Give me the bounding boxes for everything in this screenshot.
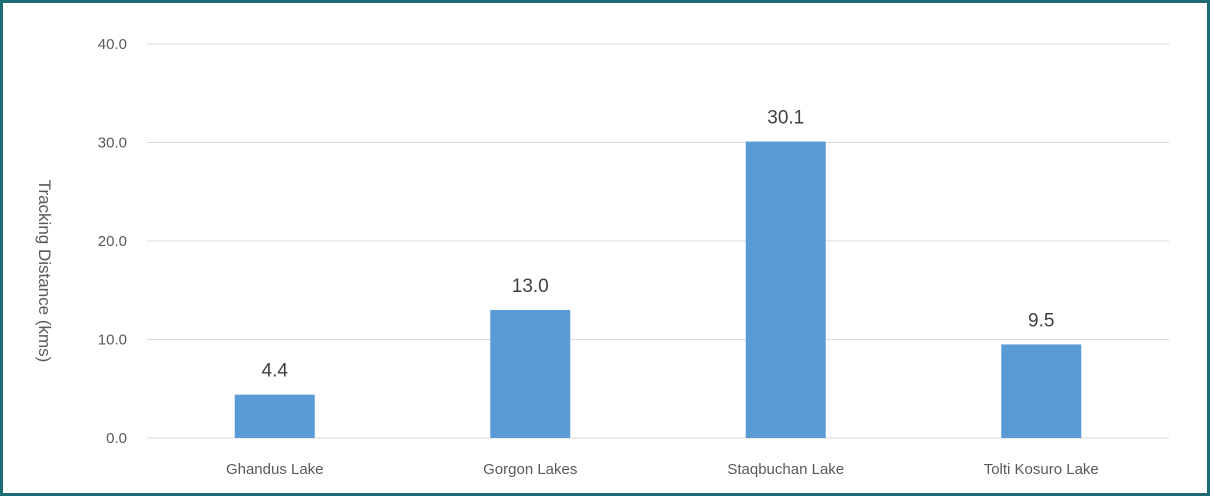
x-tick-label: Ghandus Lake [226, 461, 324, 478]
data-labels: 4.4 13.0 30.1 9.5 [262, 108, 1055, 382]
data-label: 4.4 [262, 361, 289, 382]
x-tick-label: Gorgon Lakes [483, 461, 577, 478]
data-label: 9.5 [1028, 310, 1054, 331]
y-tick-label: 30.0 [98, 135, 127, 152]
y-axis-ticks: 0.0 10.0 20.0 30.0 40.0 [98, 36, 127, 447]
bar [1001, 344, 1082, 438]
y-tick-label: 0.0 [106, 430, 127, 447]
x-tick-label: Staqbuchan Lake [727, 461, 844, 478]
x-tick-label: Tolti Kosuro Lake [984, 461, 1099, 478]
gridlines [147, 43, 1169, 439]
bar [490, 309, 571, 438]
y-tick-label: 40.0 [98, 36, 127, 53]
x-axis-ticks: Ghandus Lake Gorgon Lakes Staqbuchan Lake T… [226, 461, 1099, 478]
y-tick-label: 10.0 [98, 332, 127, 349]
y-axis-title: Tracking Distance (kms) [35, 180, 54, 363]
data-label: 13.0 [512, 276, 549, 297]
bar-chart: 4.4 13.0 30.1 9.5 0.0 10.0 20.0 30.0 40.0 Ghand… [35, 36, 1169, 478]
y-tick-label: 20.0 [98, 233, 127, 250]
bars [234, 141, 1082, 438]
data-label: 30.1 [767, 108, 804, 129]
bar [234, 394, 315, 438]
bar [745, 141, 826, 438]
